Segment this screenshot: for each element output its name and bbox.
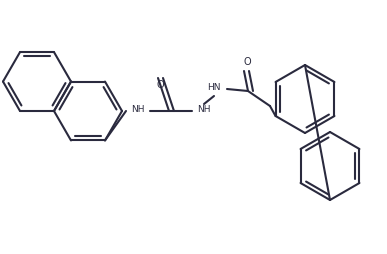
Text: NH: NH bbox=[197, 105, 211, 115]
Text: O: O bbox=[243, 57, 251, 67]
Text: NH: NH bbox=[131, 105, 145, 115]
Text: HN: HN bbox=[207, 84, 221, 92]
Text: O: O bbox=[156, 80, 164, 90]
